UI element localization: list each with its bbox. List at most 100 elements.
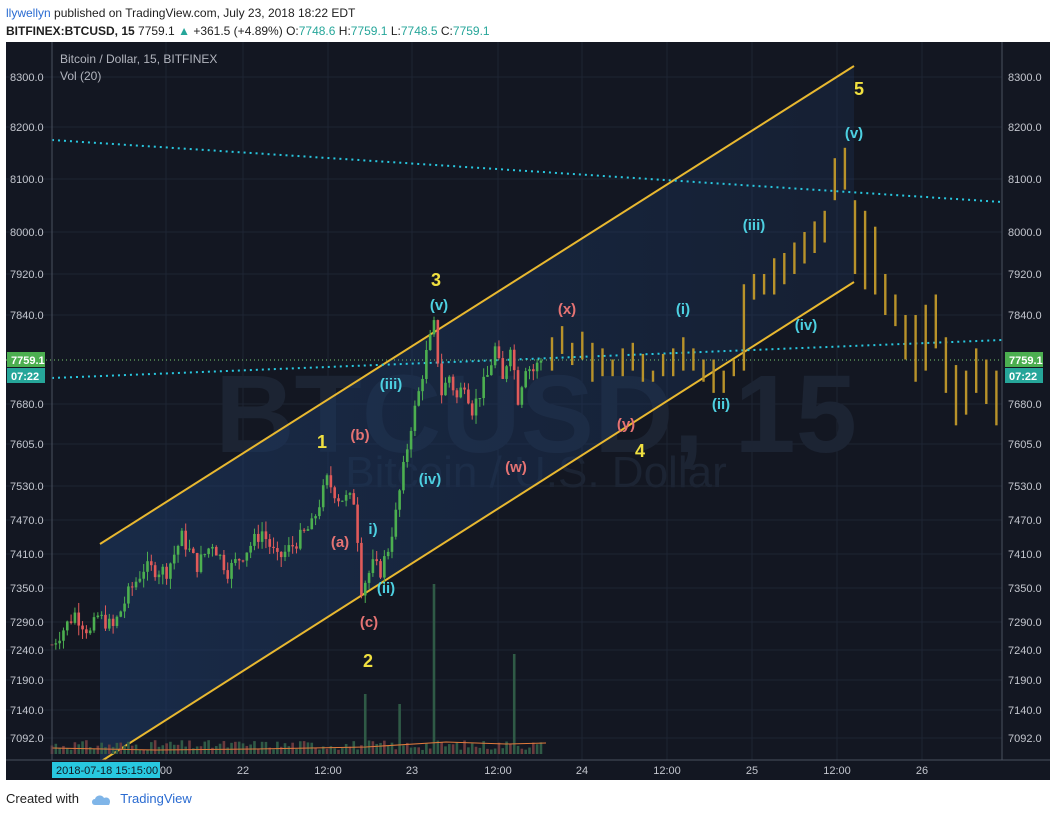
volume-bar [237, 741, 241, 754]
candle-body [539, 360, 543, 363]
volume-bar [490, 749, 493, 754]
volume-bar [444, 746, 447, 754]
volume-bar [455, 742, 459, 754]
candle-body [165, 566, 168, 579]
candle-body [161, 566, 165, 575]
volume-bar [245, 745, 249, 754]
wave-label: 5 [854, 79, 864, 99]
volume-bar [96, 745, 100, 754]
candle-body [490, 365, 493, 376]
open-value: 7748.6 [298, 24, 336, 38]
volume-indicator-label[interactable]: Vol (20) [60, 69, 102, 83]
volume-bar [497, 742, 501, 754]
candle-body [291, 545, 294, 547]
volume-bar [146, 749, 149, 754]
up-arrow-icon: ▲ [178, 24, 190, 38]
candle-body [188, 548, 191, 550]
candle-body [318, 507, 321, 517]
volume-bar [432, 584, 436, 754]
tradingview-link[interactable]: TradingView [120, 791, 192, 806]
volume-bar [260, 741, 264, 754]
price-tick-left: 8200.0 [10, 122, 44, 134]
volume-bar [127, 741, 130, 754]
candle-body [432, 320, 436, 335]
volume-bar [165, 743, 168, 754]
volume-bar [474, 746, 478, 754]
volume-bar [425, 743, 428, 754]
candle-body [493, 346, 497, 366]
candle-body [535, 362, 539, 372]
candle-body [302, 529, 306, 531]
projected-bar [722, 370, 725, 393]
candle-body [348, 493, 352, 495]
low-value: 7748.5 [400, 24, 438, 38]
publisher-link[interactable]: llywellyn [6, 6, 51, 20]
candle-body [528, 369, 531, 372]
candle-body [440, 363, 443, 396]
candle-body [478, 398, 482, 400]
volume-bar [302, 741, 306, 754]
trendlines[interactable] [6, 139, 1003, 379]
candle-body [505, 366, 508, 379]
projected-bar [621, 348, 624, 377]
candle-body [436, 320, 440, 364]
time-badge-text: 2018-07-18 15:15:00 [56, 765, 158, 777]
time-axis [6, 760, 1050, 780]
candle-body [383, 556, 386, 578]
projected-bar [954, 365, 958, 426]
projected-bar [752, 274, 756, 300]
projected-bar [894, 294, 897, 327]
volume-bar [329, 746, 333, 754]
candle-body [409, 430, 413, 450]
candle-body [363, 582, 367, 596]
volume-bar [360, 745, 363, 754]
projected-bar [813, 221, 816, 253]
price-badge-right-countdown-text: 07:22 [1009, 371, 1037, 383]
candle-body [92, 617, 96, 631]
volume-bar [207, 740, 210, 754]
change-value: +361.5 (+4.89%) [193, 24, 283, 38]
projected-bar [550, 337, 554, 371]
volume-bar [375, 743, 378, 754]
price-chart[interactable]: BTCUSD, 15 Bitcoin / U.S. Dollar 12345i)… [6, 42, 1050, 780]
projected-bar [944, 337, 948, 393]
volume-bar [405, 742, 409, 754]
chart-pane[interactable]: BTCUSD, 15 Bitcoin / U.S. Dollar 12345i)… [6, 42, 1050, 780]
price-tick-right: 8300.0 [1008, 72, 1042, 84]
candle-body [260, 531, 264, 542]
candle-body [104, 614, 107, 629]
candle-body [467, 389, 470, 404]
candle-body [146, 561, 149, 572]
price-tick-left: 7605.0 [10, 439, 44, 451]
open-label: O: [286, 24, 299, 38]
price-tick-right: 8200.0 [1008, 122, 1042, 134]
volume-bar [337, 749, 340, 754]
candle-body [100, 614, 103, 616]
time-tick: 00 [160, 765, 172, 777]
projected-bar [742, 284, 746, 371]
projected-bar [964, 370, 968, 415]
candle-body [470, 403, 474, 416]
wave-label: (y) [617, 416, 635, 433]
projected-bar [692, 348, 695, 371]
volume-bar [532, 742, 535, 754]
projected-bar [560, 326, 564, 354]
candle-body [199, 554, 203, 572]
price-tick-left: 7140.0 [10, 705, 44, 717]
price-tick-left: 7240.0 [10, 645, 44, 657]
candle-body [150, 561, 153, 566]
volume-bar [153, 740, 157, 754]
projected-bar [581, 331, 584, 360]
candle-body [306, 529, 310, 531]
volume-bar [211, 747, 214, 754]
candle-body [314, 516, 317, 519]
wave-label: 4 [635, 441, 645, 461]
time-tick: 12:00 [314, 765, 342, 777]
price-tick-right: 7410.0 [1008, 549, 1042, 561]
price-tick-right: 7190.0 [1008, 675, 1042, 687]
candle-body [459, 387, 463, 398]
wave-label: i) [368, 521, 377, 538]
candle-body [58, 640, 61, 644]
candle-body [360, 542, 363, 596]
time-tick: 22 [237, 765, 249, 777]
